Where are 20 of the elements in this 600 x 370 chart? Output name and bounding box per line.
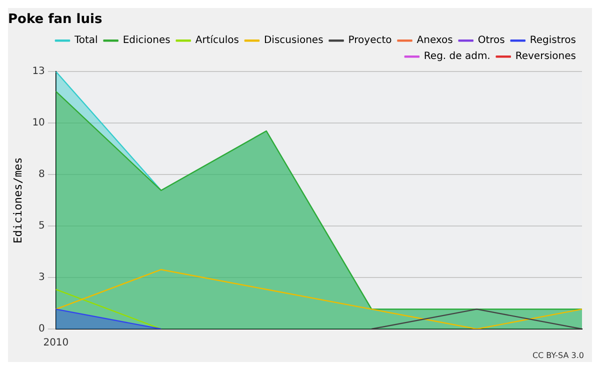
- y-tick-label: 3: [38, 272, 45, 284]
- legend-label: Registros: [530, 35, 576, 46]
- text: CC BY-SA 3.0: [532, 351, 584, 360]
- chart-title: Poke fan luis: [8, 12, 102, 28]
- legend-label: Reversiones: [515, 51, 576, 62]
- y-tick-label: 5: [38, 220, 45, 232]
- legend-label: Total: [73, 35, 98, 46]
- x-tick-label: 2010: [43, 338, 69, 349]
- y-tick-label: 0: [38, 324, 45, 335]
- y-tick-label: 10: [32, 118, 45, 129]
- y-tick-label: 8: [38, 169, 45, 180]
- legend-label: Proyecto: [348, 35, 392, 46]
- y-axis-title: Ediciones/mes: [11, 157, 24, 244]
- legend-label: Anexos: [416, 35, 453, 46]
- legend-label: Artículos: [195, 35, 239, 46]
- y-tick-label: 13: [32, 66, 45, 78]
- legend-label: Ediciones: [122, 35, 170, 46]
- legend-label: Discusiones: [264, 35, 324, 46]
- legend-label: Otros: [478, 35, 505, 46]
- legend-label: Reg. de adm.: [424, 51, 490, 62]
